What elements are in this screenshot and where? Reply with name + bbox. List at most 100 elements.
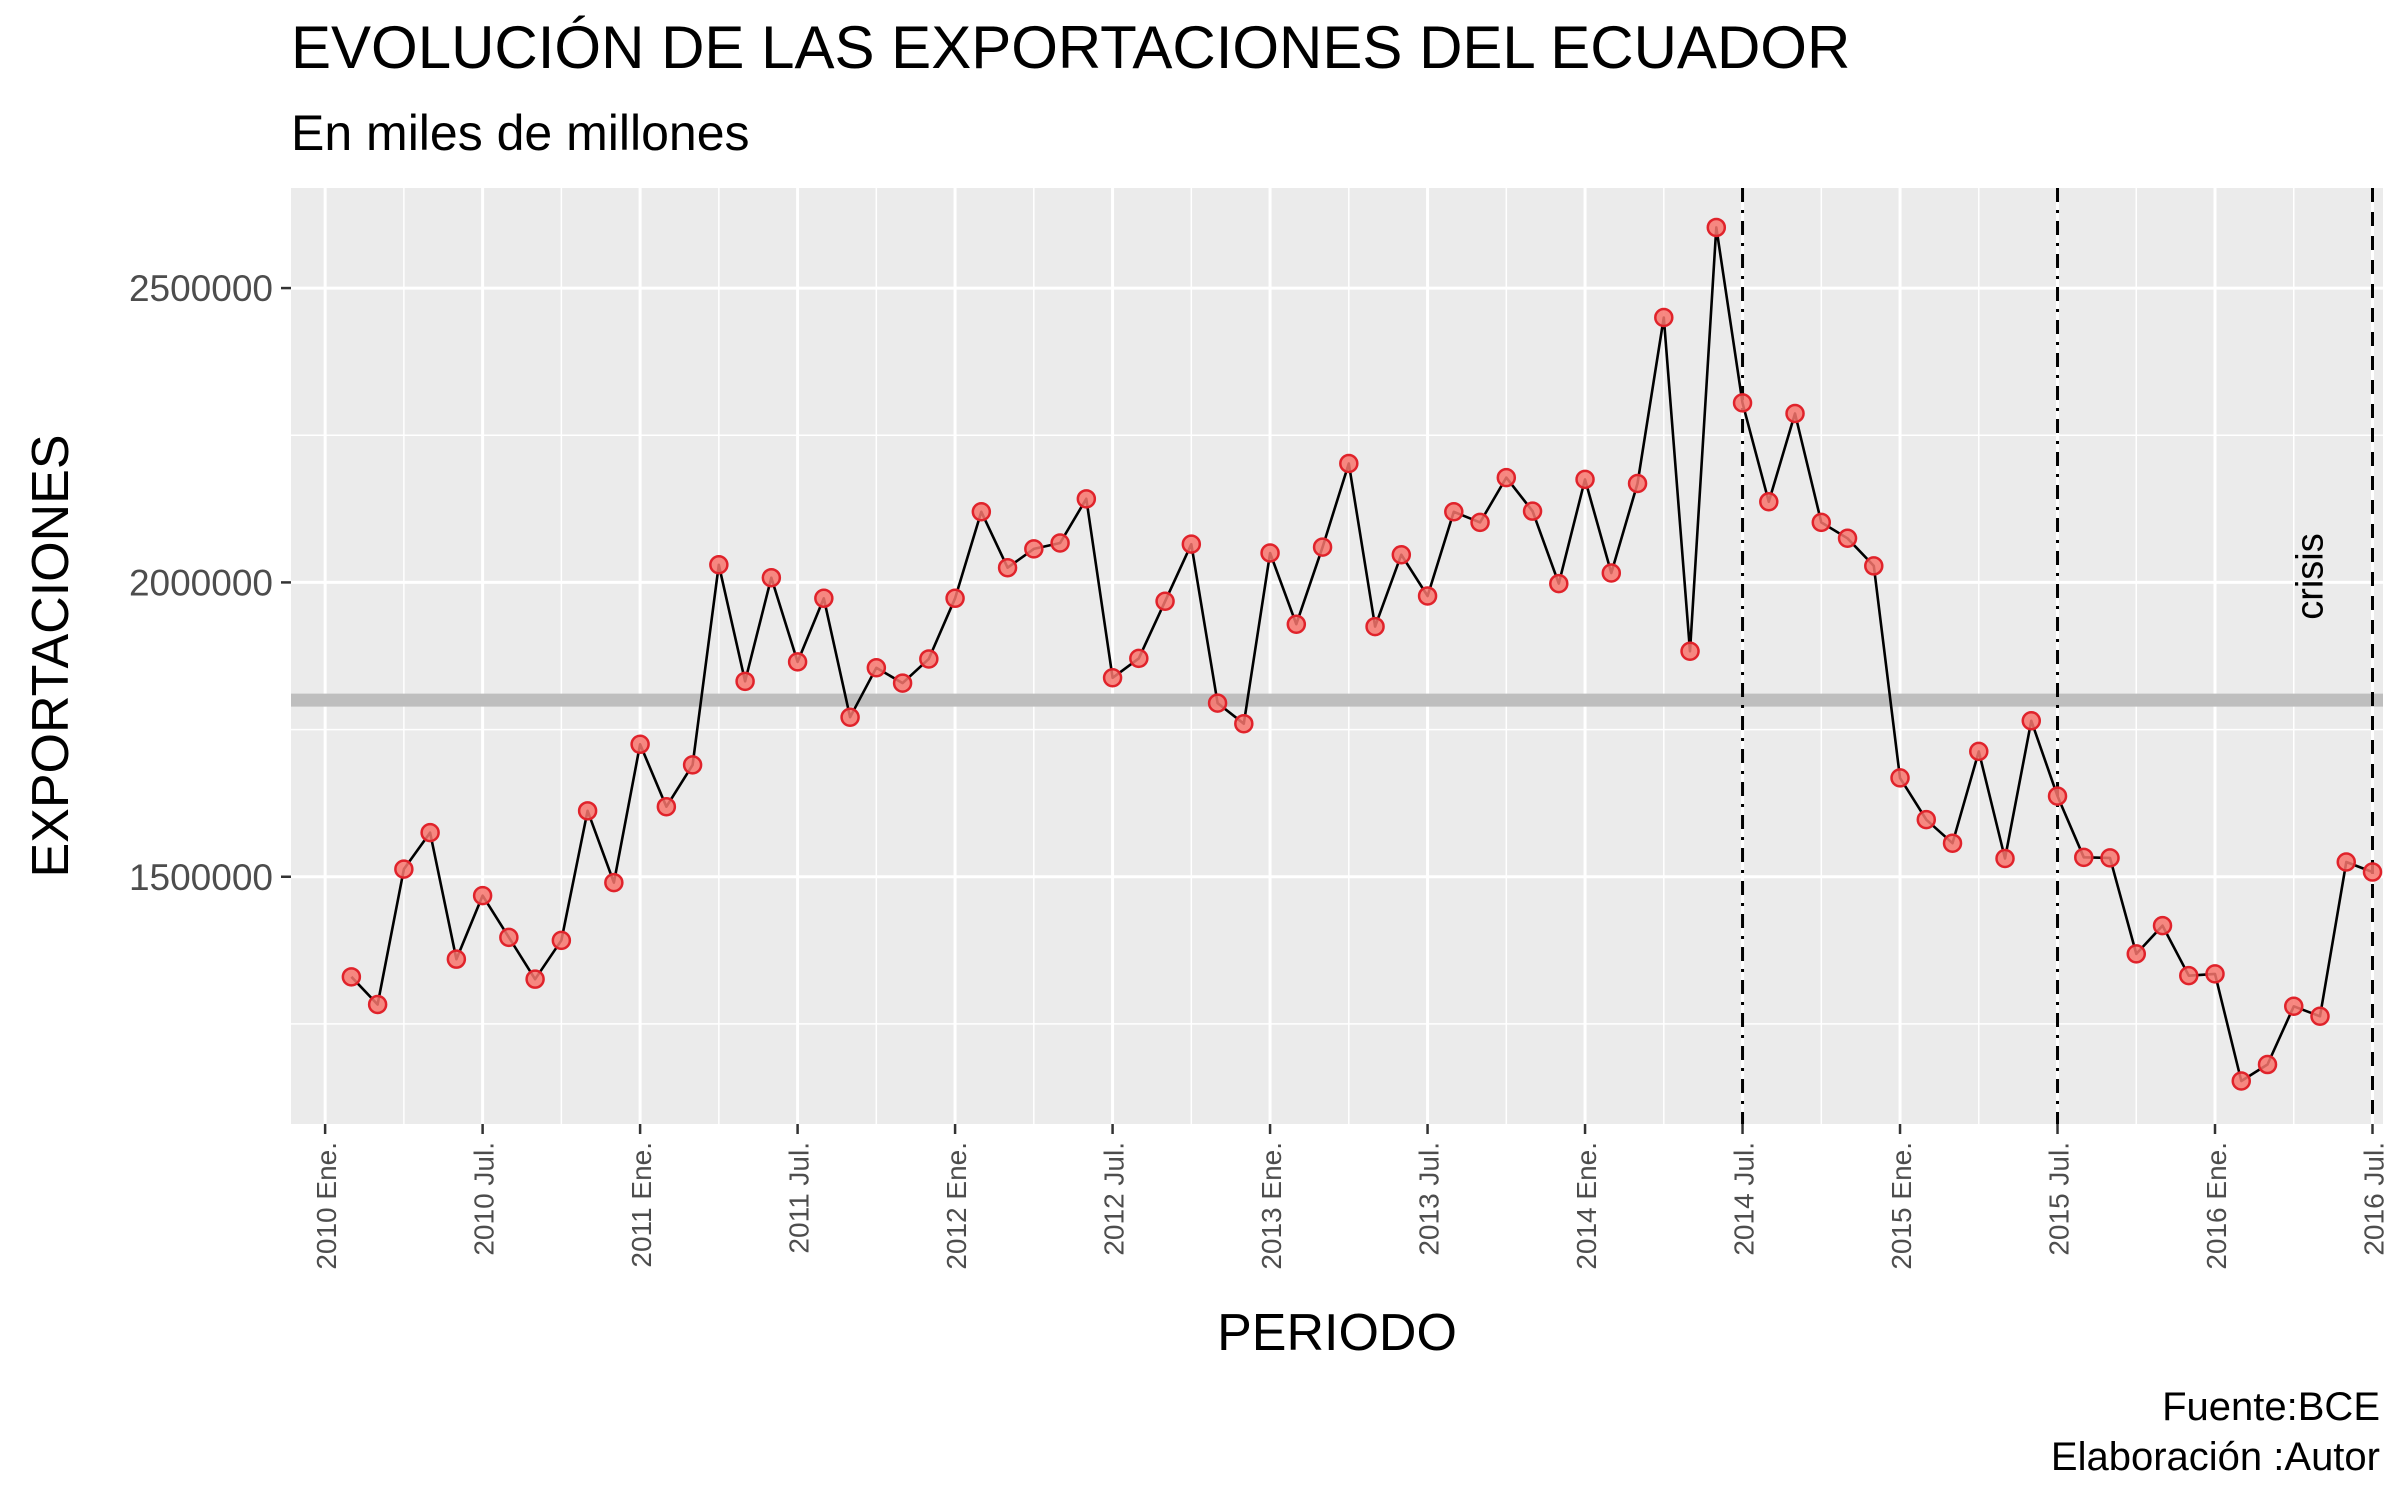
x-tick-label: 2015 Jul. [2044, 1142, 2075, 1256]
x-tick-label: 2011 Ene. [626, 1142, 657, 1268]
data-point [735, 671, 755, 692]
data-point [1024, 539, 1044, 559]
data-point [1864, 556, 1884, 576]
data-point [1916, 809, 1937, 830]
x-tick-label: 2014 Ene. [1571, 1142, 1602, 1270]
data-point [1811, 512, 1832, 533]
data-point [2205, 964, 2225, 984]
series-points [341, 217, 2383, 1091]
x-tick-label: 2016 Ene. [2201, 1142, 2232, 1270]
x-tick-label: 2016 Jul. [2359, 1142, 2390, 1256]
data-point [630, 734, 650, 755]
data-point [1102, 668, 1123, 688]
x-axis-title: PERIODO [1217, 1304, 1457, 1362]
data-point [1969, 741, 1989, 762]
data-point [866, 658, 887, 678]
data-point [2362, 862, 2383, 882]
data-point [1076, 489, 1097, 509]
data-point [1050, 533, 1070, 553]
data-point [1654, 307, 1674, 328]
data-point [1234, 713, 1254, 734]
data-point [1260, 543, 1280, 563]
data-point [997, 557, 1018, 578]
data-point [919, 649, 939, 669]
data-point [1339, 453, 1359, 474]
x-tick-label: 2014 Jul. [1729, 1142, 1760, 1256]
data-point [394, 859, 414, 879]
caption-author: Elaboración :Autor [2051, 1435, 2380, 1479]
data-point [1286, 614, 1307, 634]
data-point [420, 822, 440, 843]
data-point [2126, 944, 2147, 964]
data-point [2074, 847, 2094, 868]
y-tick-label: 2000000 [129, 562, 273, 603]
y-tick-label: 1500000 [129, 857, 273, 898]
data-point [1207, 693, 1228, 713]
x-tick-label: 2015 Ene. [1886, 1142, 1917, 1270]
x-tick-label: 2010 Jul. [469, 1142, 500, 1256]
data-point [1942, 833, 1963, 853]
data-point [2257, 1054, 2278, 1075]
y-tick-label: 2500000 [129, 268, 273, 309]
crisis-annotation: crisis [2290, 533, 2332, 620]
data-point [709, 555, 729, 575]
x-tick-label: 2013 Jul. [1414, 1142, 1445, 1256]
data-point [1496, 467, 1517, 488]
data-point [2231, 1071, 2252, 1091]
y-axis: 1500000 2000000 2500000 [129, 268, 291, 898]
data-point [1181, 534, 1202, 554]
data-point [551, 930, 572, 951]
data-point [1549, 573, 1569, 594]
data-point [892, 673, 913, 693]
plot-panel [291, 188, 2383, 1124]
data-point [814, 588, 834, 609]
data-point [1627, 473, 1648, 494]
chart-subtitle: En miles de millones [291, 105, 750, 161]
data-point [525, 969, 545, 989]
data-point [761, 567, 782, 588]
data-point [1995, 848, 2015, 869]
data-point [971, 502, 992, 522]
x-tick-label: 2012 Jul. [1099, 1142, 1130, 1256]
data-point [2047, 786, 2068, 806]
x-axis: 2010 Ene. 2010 Jul. 2011 Ene. 2011 Jul. 2012… [311, 1124, 2390, 1270]
y-axis-title: EXPORTACIONES [22, 434, 80, 877]
x-tick-label: 2013 Ene. [1256, 1142, 1287, 1270]
data-point [1601, 563, 1622, 583]
data-point [840, 707, 860, 727]
data-point [1312, 537, 1333, 557]
chart-title: EVOLUCIÓN DE LAS EXPORTACIONES DEL ECUAD… [291, 14, 1850, 81]
x-tick-label: 2010 Ene. [311, 1142, 342, 1270]
data-point [1417, 586, 1438, 606]
data-point [446, 949, 467, 969]
data-point [1444, 502, 1464, 522]
data-point [367, 994, 388, 1015]
data-point [1890, 768, 1910, 788]
data-point [341, 967, 362, 987]
data-point [2179, 965, 2199, 986]
data-point [682, 755, 703, 775]
data-point [2021, 711, 2042, 731]
data-point [604, 872, 624, 893]
vertical-markers [1741, 188, 2375, 1124]
data-point [945, 588, 965, 609]
data-point [1680, 641, 1700, 662]
data-point [1837, 528, 1858, 549]
x-tick-label: 2012 Ene. [941, 1142, 972, 1270]
data-point [1155, 591, 1175, 612]
data-point [2336, 852, 2357, 872]
data-point [2310, 1006, 2330, 1027]
data-point [1365, 616, 1385, 637]
x-tick-label: 2011 Jul. [784, 1142, 815, 1254]
data-point [2284, 996, 2304, 1017]
data-point [1759, 492, 1779, 512]
data-point [1732, 393, 1753, 413]
data-point [499, 927, 519, 948]
data-point [787, 652, 808, 672]
data-point [577, 801, 598, 821]
data-point [2152, 915, 2173, 936]
data-point [656, 796, 677, 817]
data-point [1129, 648, 1149, 669]
data-point [1470, 512, 1490, 533]
